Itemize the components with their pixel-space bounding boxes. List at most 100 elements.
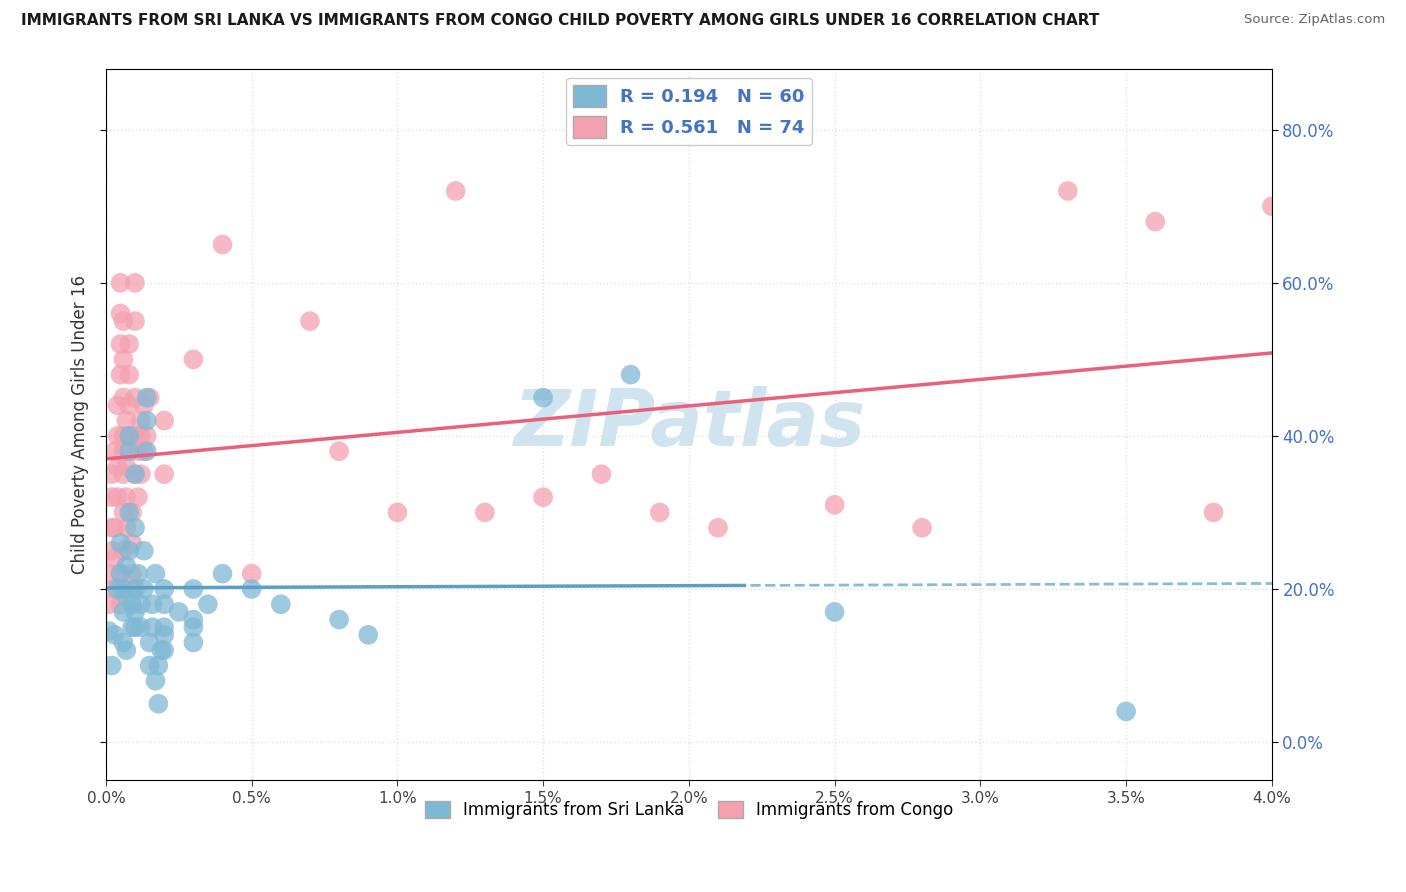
Point: [107, 490, 129, 504]
Point: [211, 566, 233, 581]
Point: [148, 658, 170, 673]
Point: [183, 613, 205, 627]
Point: [121, 582, 143, 596]
Point: [148, 697, 170, 711]
Point: [104, 628, 127, 642]
Point: [121, 597, 143, 611]
Point: [115, 490, 138, 504]
Point: [100, 467, 122, 482]
Point: [110, 566, 132, 581]
Point: [138, 635, 160, 649]
Point: [183, 582, 205, 596]
Point: [531, 391, 554, 405]
Point: [110, 536, 132, 550]
Point: [110, 306, 132, 320]
Point: [107, 459, 129, 474]
Point: [135, 444, 157, 458]
Point: [129, 620, 152, 634]
Point: [110, 337, 132, 351]
Point: [118, 505, 141, 519]
Point: [112, 467, 135, 482]
Point: [129, 597, 152, 611]
Point: [118, 337, 141, 351]
Point: [121, 620, 143, 634]
Point: [183, 635, 205, 649]
Point: [121, 536, 143, 550]
Point: [115, 459, 138, 474]
Point: [104, 521, 127, 535]
Point: [124, 314, 146, 328]
Point: [153, 628, 176, 642]
Point: [118, 429, 141, 443]
Point: [100, 543, 122, 558]
Point: [132, 444, 155, 458]
Point: [153, 620, 176, 634]
Point: [118, 543, 141, 558]
Point: [129, 467, 152, 482]
Point: [100, 490, 122, 504]
Point: [100, 521, 122, 535]
Point: [104, 582, 127, 596]
Point: [97, 624, 120, 638]
Point: [1115, 705, 1137, 719]
Point: [129, 429, 152, 443]
Point: [824, 498, 846, 512]
Point: [240, 582, 263, 596]
Point: [97, 566, 120, 581]
Point: [112, 635, 135, 649]
Point: [132, 398, 155, 412]
Point: [97, 597, 120, 611]
Point: [474, 505, 496, 519]
Point: [1202, 505, 1225, 519]
Point: [107, 398, 129, 412]
Point: [127, 490, 149, 504]
Point: [124, 467, 146, 482]
Point: [135, 391, 157, 405]
Point: [124, 521, 146, 535]
Point: [112, 444, 135, 458]
Point: [115, 590, 138, 604]
Point: [121, 566, 143, 581]
Point: [150, 643, 173, 657]
Point: [104, 444, 127, 458]
Point: [1261, 199, 1284, 213]
Point: [387, 505, 409, 519]
Point: [115, 559, 138, 574]
Point: [104, 551, 127, 566]
Point: [100, 658, 122, 673]
Point: [141, 597, 163, 611]
Legend: Immigrants from Sri Lanka, Immigrants from Congo: Immigrants from Sri Lanka, Immigrants fr…: [418, 794, 960, 825]
Point: [132, 582, 155, 596]
Point: [115, 521, 138, 535]
Point: [707, 521, 730, 535]
Point: [141, 620, 163, 634]
Point: [328, 444, 350, 458]
Point: [167, 605, 190, 619]
Point: [135, 429, 157, 443]
Point: [357, 628, 380, 642]
Point: [110, 276, 132, 290]
Point: [911, 521, 934, 535]
Point: [112, 314, 135, 328]
Point: [135, 414, 157, 428]
Point: [124, 620, 146, 634]
Point: [112, 505, 135, 519]
Point: [107, 582, 129, 596]
Point: [444, 184, 467, 198]
Point: [138, 658, 160, 673]
Point: [118, 429, 141, 443]
Point: [112, 391, 135, 405]
Point: [127, 444, 149, 458]
Point: [121, 505, 143, 519]
Point: [112, 582, 135, 596]
Point: [124, 429, 146, 443]
Point: [619, 368, 641, 382]
Point: [145, 673, 167, 688]
Point: [107, 429, 129, 443]
Point: [124, 276, 146, 290]
Point: [153, 643, 176, 657]
Point: [110, 566, 132, 581]
Point: [211, 237, 233, 252]
Point: [153, 414, 176, 428]
Point: [127, 566, 149, 581]
